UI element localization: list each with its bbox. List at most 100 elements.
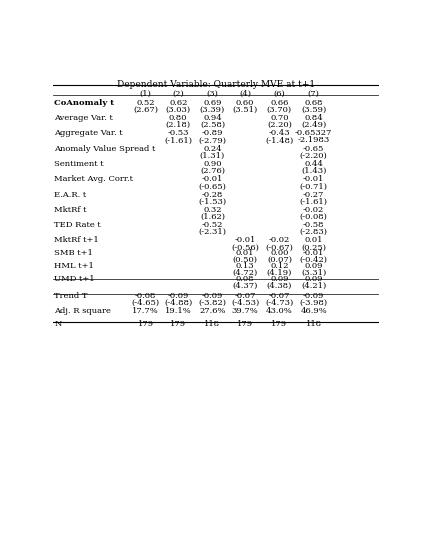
Text: (7): (7) <box>308 90 320 97</box>
Text: (-3.82): (-3.82) <box>198 299 226 307</box>
Text: (-3.98): (-3.98) <box>300 299 328 307</box>
Text: 0.84: 0.84 <box>304 114 323 122</box>
Text: (1): (1) <box>140 90 152 97</box>
Text: 0.13: 0.13 <box>236 262 254 270</box>
Text: -0.53: -0.53 <box>168 129 189 138</box>
Text: -0.02: -0.02 <box>303 206 324 214</box>
Text: Trend T: Trend T <box>54 292 88 300</box>
Text: 0.60: 0.60 <box>236 99 254 107</box>
Text: (3.70): (3.70) <box>267 106 292 114</box>
Text: -0.65327: -0.65327 <box>295 129 332 138</box>
Text: 0.09: 0.09 <box>270 275 289 283</box>
Text: 0.24: 0.24 <box>203 145 222 153</box>
Text: (-4.88): (-4.88) <box>164 299 192 307</box>
Text: (2.58): (2.58) <box>200 121 225 129</box>
Text: 0.94: 0.94 <box>203 114 222 122</box>
Text: (2.67): (2.67) <box>133 106 158 114</box>
Text: 0.62: 0.62 <box>169 99 187 107</box>
Text: (-2.20): (-2.20) <box>300 152 328 160</box>
Text: -0.27: -0.27 <box>303 190 324 199</box>
Text: 0.08: 0.08 <box>236 275 254 283</box>
Text: 179: 179 <box>271 320 288 327</box>
Text: (-4.53): (-4.53) <box>231 299 259 307</box>
Text: (-0.56): (-0.56) <box>231 244 259 251</box>
Text: 118: 118 <box>205 320 221 327</box>
Text: (-0.65): (-0.65) <box>199 182 226 190</box>
Text: 0.32: 0.32 <box>203 206 222 214</box>
Text: -0.07: -0.07 <box>234 292 256 300</box>
Text: 179: 179 <box>170 320 187 327</box>
Text: (-0.67): (-0.67) <box>266 244 293 251</box>
Text: -0.43: -0.43 <box>269 129 290 138</box>
Text: (1.43): (1.43) <box>301 167 326 175</box>
Text: 0.09: 0.09 <box>304 275 323 283</box>
Text: (-1.53): (-1.53) <box>198 197 226 206</box>
Text: 27.6%: 27.6% <box>199 307 226 315</box>
Text: (2.49): (2.49) <box>301 121 326 129</box>
Text: (2): (2) <box>172 90 184 97</box>
Text: -0.89: -0.89 <box>202 129 223 138</box>
Text: 0.90: 0.90 <box>203 160 222 168</box>
Text: (4.19): (4.19) <box>266 269 292 277</box>
Text: 0.44: 0.44 <box>304 160 323 168</box>
Text: -0.65: -0.65 <box>303 145 324 153</box>
Text: (6): (6) <box>274 90 285 97</box>
Text: Average Var. t: Average Var. t <box>54 114 113 122</box>
Text: Anomaly Value Spread t: Anomaly Value Spread t <box>54 145 156 153</box>
Text: Adj. R square: Adj. R square <box>54 307 111 315</box>
Text: -0.09: -0.09 <box>303 292 324 300</box>
Text: (3.51): (3.51) <box>232 106 258 114</box>
Text: (-4.73): (-4.73) <box>265 299 293 307</box>
Text: MktRf t: MktRf t <box>54 206 87 214</box>
Text: 46.9%: 46.9% <box>300 307 327 315</box>
Text: Sentiment t: Sentiment t <box>54 160 104 168</box>
Text: (3.31): (3.31) <box>301 269 326 277</box>
Text: -0.01: -0.01 <box>303 249 324 257</box>
Text: 179: 179 <box>237 320 253 327</box>
Text: (2.76): (2.76) <box>200 167 225 175</box>
Text: 0.66: 0.66 <box>270 99 288 107</box>
Text: (0.50): (0.50) <box>233 256 258 264</box>
Text: SMB t+1: SMB t+1 <box>54 249 93 257</box>
Text: -2.1983: -2.1983 <box>298 137 330 145</box>
Text: (-1.61): (-1.61) <box>164 137 192 145</box>
Text: 0.70: 0.70 <box>270 114 289 122</box>
Text: -0.09: -0.09 <box>202 292 223 300</box>
Text: -0.52: -0.52 <box>202 221 223 229</box>
Text: Aggregate Var. t: Aggregate Var. t <box>54 129 123 138</box>
Text: -0.58: -0.58 <box>303 221 325 229</box>
Text: (2.20): (2.20) <box>267 121 292 129</box>
Text: 0.52: 0.52 <box>136 99 155 107</box>
Text: -0.01: -0.01 <box>234 237 256 244</box>
Text: -0.02: -0.02 <box>269 237 290 244</box>
Text: (3.03): (3.03) <box>166 106 191 114</box>
Text: 19.1%: 19.1% <box>165 307 192 315</box>
Text: (-2.83): (-2.83) <box>300 228 328 236</box>
Text: (1.31): (1.31) <box>200 152 225 160</box>
Text: -0.01: -0.01 <box>303 175 324 183</box>
Text: -0.08: -0.08 <box>135 292 156 300</box>
Text: 17.7%: 17.7% <box>132 307 159 315</box>
Text: (-1.48): (-1.48) <box>265 137 293 145</box>
Text: 0.00: 0.00 <box>270 249 288 257</box>
Text: TED Rate t: TED Rate t <box>54 221 101 229</box>
Text: (0.07): (0.07) <box>267 256 292 264</box>
Text: 43.0%: 43.0% <box>266 307 293 315</box>
Text: (3): (3) <box>207 90 218 97</box>
Text: 118: 118 <box>306 320 322 327</box>
Text: 0.69: 0.69 <box>203 99 222 107</box>
Text: (4.38): (4.38) <box>266 282 292 290</box>
Text: (-2.79): (-2.79) <box>198 137 226 145</box>
Text: 179: 179 <box>138 320 154 327</box>
Text: (3.39): (3.39) <box>200 106 225 114</box>
Text: Market Avg. Corr.t: Market Avg. Corr.t <box>54 175 133 183</box>
Text: (4.37): (4.37) <box>232 282 258 290</box>
Text: 0.80: 0.80 <box>169 114 187 122</box>
Text: HML t+1: HML t+1 <box>54 262 94 270</box>
Text: (-2.31): (-2.31) <box>198 228 226 236</box>
Text: (-0.71): (-0.71) <box>300 182 328 190</box>
Text: (3.59): (3.59) <box>301 106 326 114</box>
Text: (0.25): (0.25) <box>301 244 326 251</box>
Text: (-1.61): (-1.61) <box>300 197 328 206</box>
Text: (4.72): (4.72) <box>232 269 258 277</box>
